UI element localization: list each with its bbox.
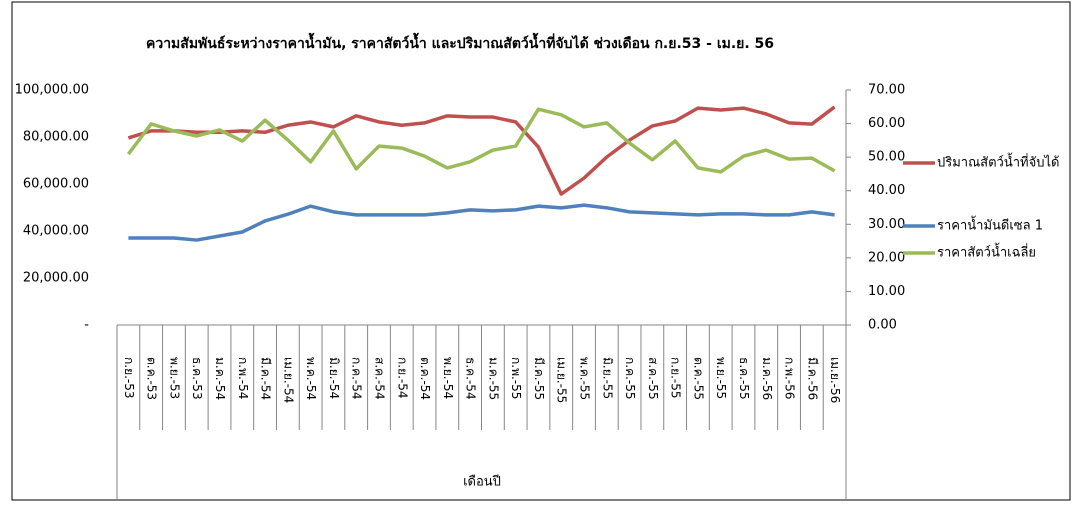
series-line	[126, 107, 836, 174]
legend-label: ราคาน้ำมันดีเซล 1	[937, 216, 1043, 234]
y-tick-label: 40,000.00	[23, 224, 89, 239]
x-tick-label: ธ.ค.-53	[190, 357, 204, 400]
x-tick-label: พ.ย.-55	[714, 357, 728, 399]
y-tick-label: 100,000.00	[15, 83, 89, 98]
series-line	[128, 203, 835, 242]
x-tick-label: ก.ย.-55	[669, 357, 683, 399]
x-tick-label: ม.ค.-56	[760, 357, 774, 400]
chart-frame	[11, 1, 1071, 501]
x-tick-label: มิ.ย.-54	[327, 357, 341, 399]
chart-title: ความสัมพันธ์ระหว่างราคาน้ำมัน, ราคาสัตว์…	[146, 32, 774, 52]
y2-tick-label: 60.00	[868, 116, 905, 131]
x-tick-label: ส.ค.-55	[646, 357, 660, 400]
x-tick-label: ก.ย.-53	[122, 357, 136, 399]
y-tick-label: 20,000.00	[23, 271, 89, 286]
x-tick-label: ต.ค.-55	[691, 357, 705, 400]
x-tick-label: ก.พ.-54	[236, 357, 250, 399]
x-tick-label: ส.ค.-54	[372, 357, 386, 400]
x-tick-label: ต.ค.-53	[145, 357, 159, 400]
legend-label: ปริมาณสัตว์น้ำที่จับได้	[937, 153, 1059, 171]
x-tick-label: พ.ย.-54	[441, 357, 455, 399]
x-tick-label: ก.ค.-55	[623, 357, 637, 400]
y2-tick-label: 30.00	[868, 217, 905, 232]
x-tick-label: พ.ค.-55	[578, 357, 592, 400]
x-tick-label: ต.ค.-54	[418, 357, 432, 400]
y2-tick-label: 70.00	[868, 83, 905, 98]
x-tick-label: มี.ค.-56	[805, 357, 819, 400]
y2-tick-label: 40.00	[868, 183, 905, 198]
y-tick-label: -	[84, 318, 89, 333]
x-tick-label: มี.ค.-55	[532, 357, 546, 400]
x-tick-label: เม.ย.-55	[555, 357, 569, 403]
x-tick-label: เม.ย.-54	[281, 357, 295, 403]
legend-label: ราคาสัตว์น้ำเฉลี่ย	[937, 243, 1036, 261]
x-tick-label: ก.พ.-55	[509, 357, 523, 399]
x-tick-label: มี.ค.-54	[259, 357, 273, 400]
x-tick-label: เม.ย.-56	[828, 357, 842, 403]
y2-tick-label: 20.00	[868, 250, 905, 265]
y2-tick-label: 0.00	[868, 318, 897, 333]
y2-tick-label: 10.00	[868, 284, 905, 299]
x-tick-label: ก.พ.-56	[783, 357, 797, 399]
y2-tick-label: 50.00	[868, 150, 905, 165]
x-axis-title: เดือนปี	[463, 474, 501, 490]
x-tick-label: ก.ย.-54	[395, 357, 409, 399]
x-tick-label: มิ.ย.-55	[600, 357, 614, 399]
x-tick-label: พ.ย.-53	[167, 357, 181, 399]
series-line	[127, 105, 836, 196]
y-tick-label: 80,000.00	[23, 130, 89, 145]
x-tick-label: พ.ค.-54	[304, 357, 318, 400]
x-tick-label: ม.ค.-54	[213, 357, 227, 400]
x-tick-label: ธ.ค.-54	[464, 357, 478, 400]
x-tick-label: ก.ค.-54	[350, 357, 364, 400]
y-tick-label: 60,000.00	[23, 177, 89, 192]
x-tick-label: ม.ค.-55	[486, 357, 500, 400]
x-tick-label: ธ.ค.-55	[737, 357, 751, 400]
